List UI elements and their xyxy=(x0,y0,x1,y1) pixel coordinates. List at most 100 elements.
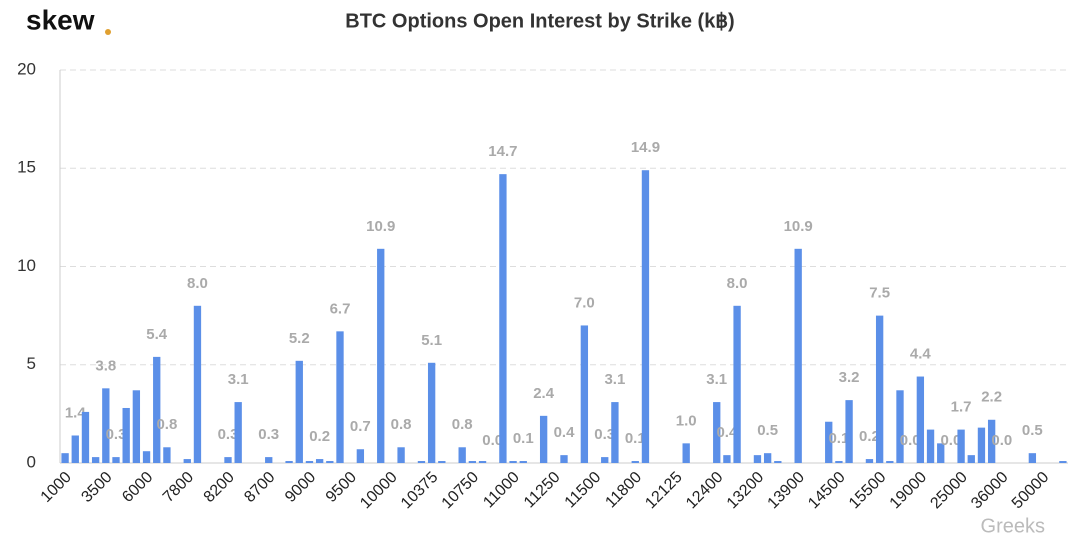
data-label: 0.3 xyxy=(218,426,239,443)
x-tick-label: 14500 xyxy=(805,469,849,513)
data-label: 0.0 xyxy=(940,432,961,449)
x-tick-label: 13900 xyxy=(765,469,809,513)
bar xyxy=(987,419,996,463)
bar xyxy=(794,248,802,463)
bar xyxy=(682,443,690,463)
bar xyxy=(81,411,90,463)
data-label: 3.1 xyxy=(228,371,249,388)
bar xyxy=(417,461,426,463)
data-label: 1.0 xyxy=(676,412,697,429)
data-label: 0.1 xyxy=(828,430,849,447)
y-tick-label: 10 xyxy=(17,256,36,275)
bar xyxy=(193,305,202,463)
bar xyxy=(774,461,782,463)
bar xyxy=(1028,453,1037,463)
data-label: 0.3 xyxy=(106,426,127,443)
bar xyxy=(224,457,232,463)
bar xyxy=(499,174,507,463)
x-tick-label: 11000 xyxy=(480,469,523,512)
bar xyxy=(112,457,120,463)
bar xyxy=(438,461,446,463)
bar xyxy=(153,356,161,463)
x-tick-label: 13200 xyxy=(724,469,768,513)
bar xyxy=(163,447,171,463)
bar xyxy=(723,455,731,463)
bar xyxy=(265,457,273,463)
x-tick-label: 8200 xyxy=(201,469,238,506)
bar xyxy=(957,429,965,463)
x-tick-label: 9500 xyxy=(323,469,360,506)
bar xyxy=(713,402,721,463)
y-tick-label: 20 xyxy=(17,59,36,78)
data-label: 3.8 xyxy=(95,357,116,374)
data-label: 0.8 xyxy=(452,416,473,433)
bar xyxy=(305,461,314,463)
data-label: 0.3 xyxy=(594,426,615,443)
data-label: 14.7 xyxy=(488,143,517,160)
bar xyxy=(967,455,975,463)
bar xyxy=(183,459,191,463)
bar xyxy=(977,427,986,463)
bar xyxy=(478,461,487,463)
data-label: 3.1 xyxy=(604,371,625,388)
y-tick-label: 0 xyxy=(27,452,36,471)
bar xyxy=(458,447,466,463)
data-label: 14.9 xyxy=(631,139,660,156)
bar xyxy=(763,453,772,463)
bar xyxy=(234,402,242,463)
data-label: 0.4 xyxy=(554,424,576,441)
data-label: 4.4 xyxy=(910,346,932,363)
bar xyxy=(601,457,609,463)
bar xyxy=(336,331,344,463)
data-label: 3.2 xyxy=(839,369,860,386)
data-label: 0.7 xyxy=(350,418,371,435)
logo-dot xyxy=(105,29,111,35)
data-label: 0.1 xyxy=(625,430,646,447)
data-label: 2.4 xyxy=(533,385,555,402)
bar xyxy=(825,421,833,463)
x-tick-label: 11250 xyxy=(521,469,564,512)
x-tick-label: 36000 xyxy=(968,469,1012,513)
bar xyxy=(295,360,303,463)
bar xyxy=(326,461,334,463)
data-label: 0.2 xyxy=(309,428,330,445)
x-tick-label: 8700 xyxy=(241,469,278,506)
bar xyxy=(733,305,741,463)
data-label: 0.1 xyxy=(513,430,534,447)
x-tick-label: 10750 xyxy=(439,469,483,513)
data-label: 5.2 xyxy=(289,330,310,347)
bar xyxy=(937,443,945,463)
bar xyxy=(896,390,904,463)
bar xyxy=(865,459,874,463)
bar xyxy=(509,461,517,463)
bar xyxy=(427,362,436,463)
data-label: 8.0 xyxy=(727,275,748,292)
data-label: 0.0 xyxy=(482,432,503,449)
data-label: 7.5 xyxy=(869,285,890,302)
x-tick-label: 3500 xyxy=(78,469,115,506)
bar xyxy=(916,376,925,463)
data-label: 5.4 xyxy=(146,326,168,343)
x-tick-label: 19000 xyxy=(887,469,931,513)
data-label: 0.2 xyxy=(859,428,880,445)
bar xyxy=(611,402,619,463)
chart-title: BTC Options Open Interest by Strike (k฿) xyxy=(345,10,734,32)
x-tick-label: 7800 xyxy=(160,469,197,506)
bar xyxy=(142,451,151,463)
bar xyxy=(886,461,894,463)
data-label: 0.0 xyxy=(900,432,921,449)
bar xyxy=(397,447,405,463)
data-label: 8.0 xyxy=(187,275,208,292)
watermark: Greeks xyxy=(981,515,1045,537)
data-label: 0.8 xyxy=(391,416,412,433)
bar xyxy=(91,457,100,463)
data-label: 0.5 xyxy=(757,422,778,439)
data-label: 1.7 xyxy=(951,399,972,416)
bar xyxy=(631,461,639,463)
data-label: 0.5 xyxy=(1022,422,1043,439)
data-label: 10.9 xyxy=(784,218,813,235)
bar xyxy=(560,455,568,463)
bar xyxy=(468,461,477,463)
data-label: 6.7 xyxy=(330,300,351,317)
bar xyxy=(641,170,650,463)
